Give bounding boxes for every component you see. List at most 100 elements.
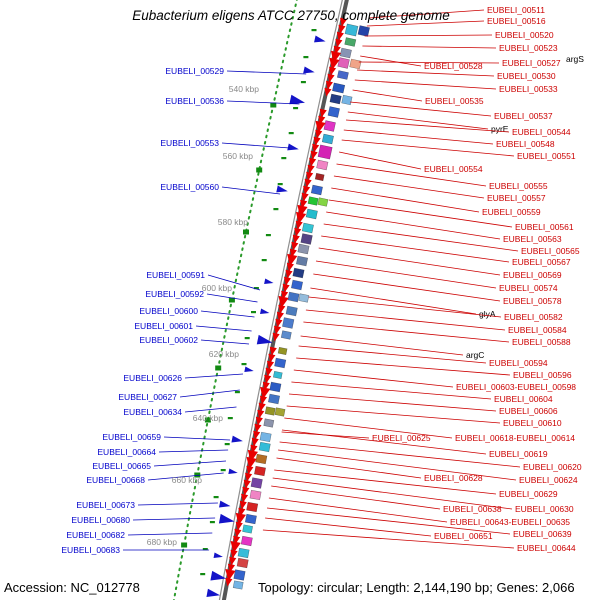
gene-label-left[interactable]: EUBELI_00600 bbox=[139, 306, 198, 316]
gene-label-right[interactable]: EUBELI_00578 bbox=[503, 296, 562, 306]
red-gene-arrow[interactable] bbox=[310, 143, 320, 154]
gene-label-left[interactable]: EUBELI_00601 bbox=[134, 321, 193, 331]
green-feature-box[interactable] bbox=[194, 472, 201, 478]
red-gene-arrow[interactable] bbox=[263, 374, 272, 384]
gene-label-right[interactable]: EUBELI_00535 bbox=[425, 96, 484, 106]
red-gene-arrow[interactable] bbox=[233, 528, 242, 538]
green-feature-box[interactable] bbox=[243, 229, 249, 235]
red-gene-arrow[interactable] bbox=[256, 409, 265, 419]
blue-gene-arrow[interactable] bbox=[303, 66, 315, 76]
red-gene-arrow[interactable] bbox=[306, 164, 315, 175]
red-gene-arrow[interactable] bbox=[274, 318, 283, 328]
gene-label-right[interactable]: EUBELI_00619 bbox=[489, 449, 548, 459]
red-gene-arrow[interactable] bbox=[275, 311, 284, 321]
red-gene-arrow[interactable] bbox=[229, 549, 238, 559]
red-gene-arrow[interactable] bbox=[285, 262, 294, 272]
gene-label-left[interactable]: EUBELI_00592 bbox=[145, 289, 204, 299]
gene-label-right[interactable]: EUBELI_00533 bbox=[499, 84, 558, 94]
gene-box[interactable] bbox=[341, 94, 353, 106]
gene-box[interactable] bbox=[317, 144, 333, 160]
green-feature-box[interactable] bbox=[181, 542, 188, 548]
red-gene-arrow[interactable] bbox=[323, 87, 332, 98]
gene-label-left[interactable]: EUBELI_00560 bbox=[160, 182, 219, 192]
gene-box[interactable] bbox=[280, 330, 292, 340]
gene-box[interactable] bbox=[255, 453, 268, 465]
gene-box[interactable] bbox=[237, 547, 250, 559]
blue-gene-arrow[interactable] bbox=[210, 570, 227, 583]
gene-label-left[interactable]: EUBELI_00626 bbox=[123, 373, 182, 383]
gene-box[interactable] bbox=[305, 208, 318, 220]
red-gene-arrow[interactable] bbox=[241, 486, 250, 496]
red-gene-arrow[interactable] bbox=[265, 360, 275, 370]
red-gene-arrow[interactable] bbox=[309, 150, 318, 161]
gene-box[interactable] bbox=[236, 557, 249, 569]
gene-label-right[interactable]: EUBELI_00625 bbox=[372, 433, 431, 443]
blue-gene-arrow[interactable] bbox=[256, 334, 274, 348]
red-gene-arrow[interactable] bbox=[327, 57, 340, 71]
red-gene-arrow[interactable] bbox=[303, 178, 312, 189]
gene-label-right[interactable]: EUBELI_00527 bbox=[502, 58, 561, 68]
red-gene-arrow[interactable] bbox=[312, 136, 321, 147]
gene-box[interactable] bbox=[246, 501, 259, 513]
gene-box[interactable] bbox=[268, 393, 280, 405]
red-gene-arrow[interactable] bbox=[253, 423, 262, 433]
gene-box[interactable] bbox=[349, 58, 362, 70]
gene-box[interactable] bbox=[272, 370, 283, 380]
gene-box[interactable] bbox=[242, 524, 253, 534]
red-gene-arrow[interactable] bbox=[276, 295, 289, 309]
gene-label-right[interactable]: glyA bbox=[479, 309, 496, 319]
red-gene-arrow[interactable] bbox=[293, 227, 302, 238]
gene-label-left[interactable]: EUBELI_00680 bbox=[71, 515, 130, 525]
gene-label-left[interactable]: EUBELI_00602 bbox=[139, 335, 198, 345]
red-gene-arrow[interactable] bbox=[272, 325, 282, 335]
gene-box[interactable] bbox=[244, 513, 257, 525]
gene-box[interactable] bbox=[329, 93, 342, 105]
gene-box[interactable] bbox=[339, 47, 352, 59]
green-feature-box[interactable] bbox=[256, 167, 263, 173]
red-gene-arrow[interactable] bbox=[240, 493, 249, 503]
gene-label-right[interactable]: EUBELI_00523 bbox=[499, 43, 558, 53]
gene-label-right[interactable]: EUBELI_00603-EUBELI_00598 bbox=[456, 382, 576, 392]
gene-box[interactable] bbox=[344, 23, 359, 37]
gene-label-right[interactable]: EUBELI_00530 bbox=[497, 71, 556, 81]
gene-label-right[interactable]: EUBELI_00620 bbox=[523, 462, 582, 472]
gene-label-right[interactable]: EUBELI_00528 bbox=[424, 61, 483, 71]
gene-box[interactable] bbox=[300, 233, 313, 245]
gene-box[interactable] bbox=[287, 291, 300, 303]
gene-box[interactable] bbox=[249, 489, 262, 501]
gene-label-right[interactable]: EUBELI_00651 bbox=[434, 531, 493, 541]
gene-box[interactable] bbox=[323, 120, 336, 132]
red-gene-arrow[interactable] bbox=[291, 234, 300, 244]
blue-gene-arrow[interactable] bbox=[287, 143, 299, 153]
blue-gene-arrow[interactable] bbox=[218, 513, 236, 526]
red-gene-arrow[interactable] bbox=[223, 568, 236, 582]
gene-label-right[interactable]: EUBELI_00629 bbox=[499, 489, 558, 499]
red-gene-arrow[interactable] bbox=[258, 395, 268, 405]
red-gene-arrow[interactable] bbox=[313, 120, 326, 134]
green-feature-box[interactable] bbox=[270, 102, 277, 108]
gene-label-right[interactable]: EUBELI_00559 bbox=[482, 207, 541, 217]
gene-box[interactable] bbox=[301, 222, 314, 234]
red-gene-arrow[interactable] bbox=[258, 386, 271, 400]
red-gene-arrow[interactable] bbox=[254, 416, 263, 426]
gene-box[interactable] bbox=[269, 381, 282, 393]
red-gene-arrow[interactable] bbox=[271, 332, 280, 342]
red-gene-arrow[interactable] bbox=[337, 24, 346, 35]
gene-label-right[interactable]: EUBELI_00574 bbox=[499, 283, 558, 293]
gene-label-right[interactable]: EUBELI_00644 bbox=[517, 543, 576, 553]
gene-label-right[interactable]: EUBELI_00604 bbox=[494, 394, 553, 404]
gene-box[interactable] bbox=[282, 317, 295, 329]
red-gene-arrow[interactable] bbox=[338, 17, 348, 28]
gene-box[interactable] bbox=[258, 441, 271, 453]
gene-box[interactable] bbox=[321, 133, 334, 145]
gene-box[interactable] bbox=[285, 305, 298, 317]
gene-label-left[interactable]: EUBELI_00683 bbox=[61, 545, 120, 555]
red-gene-arrow[interactable] bbox=[234, 521, 243, 531]
gene-box[interactable] bbox=[314, 172, 325, 182]
blue-gene-arrow[interactable] bbox=[276, 185, 288, 195]
gene-label-left[interactable]: EUBELI_00634 bbox=[123, 407, 182, 417]
gene-box[interactable] bbox=[307, 196, 319, 206]
gene-label-right[interactable]: EUBELI_00565 bbox=[521, 246, 580, 256]
blue-gene-arrow[interactable] bbox=[314, 35, 326, 44]
